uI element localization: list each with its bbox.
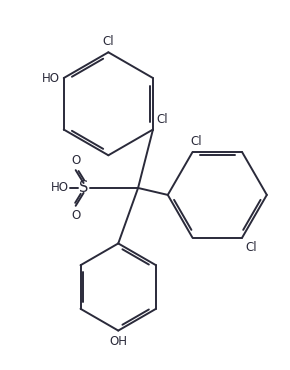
Text: Cl: Cl xyxy=(156,112,168,125)
Text: HO: HO xyxy=(42,71,60,84)
Text: OH: OH xyxy=(109,334,127,347)
Text: Cl: Cl xyxy=(191,135,202,148)
Text: O: O xyxy=(71,154,80,167)
Text: S: S xyxy=(79,181,88,195)
Text: O: O xyxy=(71,209,80,222)
Text: HO: HO xyxy=(51,181,69,195)
Text: Cl: Cl xyxy=(245,241,257,254)
Text: Cl: Cl xyxy=(103,35,114,48)
